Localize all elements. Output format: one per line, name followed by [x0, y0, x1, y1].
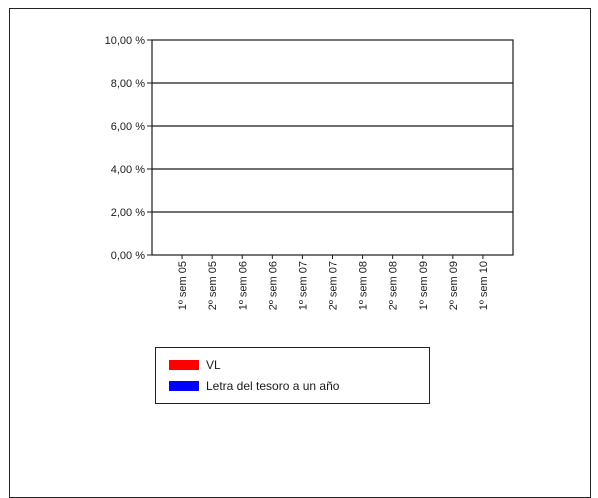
x-tick-label: 1º sem 05	[177, 261, 189, 310]
y-tick-label: 8,00 %	[111, 78, 145, 90]
x-tick-label: 2º sem 09	[448, 261, 460, 310]
x-tick-label: 2º sem 08	[388, 261, 400, 310]
chart-svg: 0,00 % 2,00 % 4,00 % 6,00 % 8,00 % 10,00 % 1º…	[105, 35, 514, 310]
y-tick-label: 2,00 %	[111, 207, 145, 219]
legend-swatch-vl	[169, 360, 199, 370]
chart-frame	[9, 8, 591, 498]
x-tick-label: 1º sem 06	[237, 261, 249, 310]
y-tick-label: 10,00 %	[105, 35, 146, 47]
x-tick-label: 1º sem 10	[478, 261, 490, 310]
legend: VL Letra del tesoro a un año	[155, 347, 430, 404]
y-tick-label: 4,00 %	[111, 164, 145, 176]
y-tick-label: 6,00 %	[111, 121, 145, 133]
legend-label-vl: VL	[206, 358, 221, 372]
x-tick-label: 1º sem 08	[358, 261, 370, 310]
legend-swatch-letra-del-tesoro	[169, 381, 199, 391]
y-tick-label: 0,00 %	[111, 250, 145, 262]
legend-label-letra-del-tesoro: Letra del tesoro a un año	[206, 379, 340, 393]
x-tick-label: 2º sem 05	[207, 261, 219, 310]
x-tick-label: 2º sem 07	[328, 261, 340, 310]
y-axis: 0,00 % 2,00 % 4,00 % 6,00 % 8,00 % 10,00 %	[105, 35, 152, 262]
x-tick-label: 1º sem 07	[297, 261, 309, 310]
legend-item-letra-del-tesoro: Letra del tesoro a un año	[169, 379, 339, 393]
x-axis: 1º sem 05 2º sem 05 1º sem 06 2º sem 06 1º s…	[177, 255, 490, 310]
gridlines	[152, 82, 513, 213]
plot-area	[151, 39, 514, 256]
x-tick-label: 1º sem 09	[418, 261, 430, 310]
legend-item-vl: VL	[169, 358, 221, 372]
x-tick-label: 2º sem 06	[267, 261, 279, 310]
